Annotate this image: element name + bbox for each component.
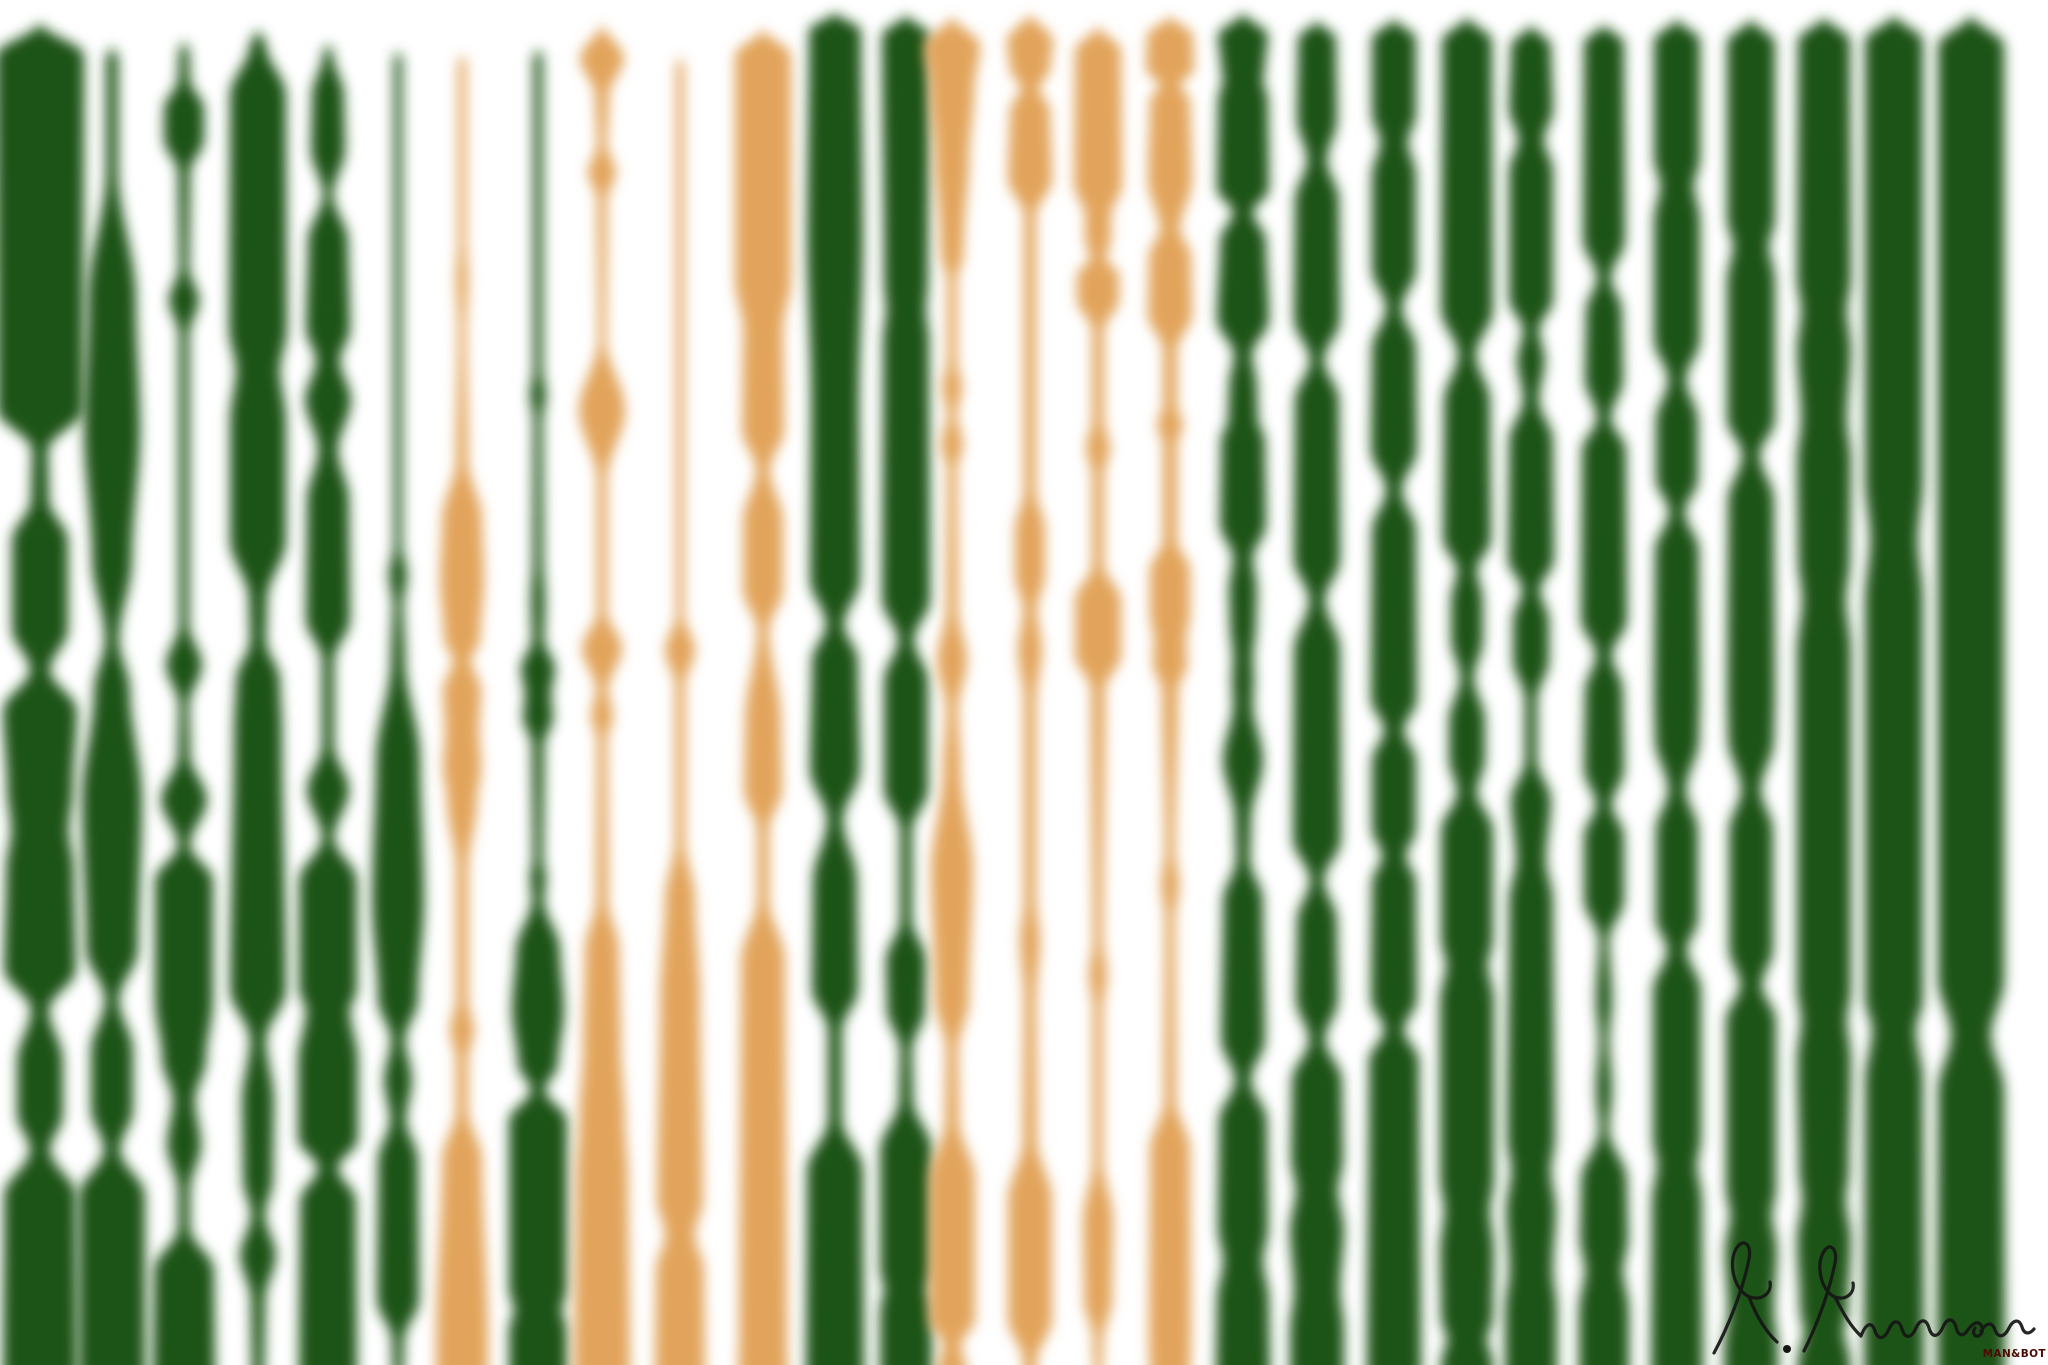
bead-strand-green [509,48,567,1365]
bead-strand-green [0,22,84,1365]
bead-strand-green [1579,24,1629,1365]
bead-strand-orange [1146,15,1194,1365]
artist-signature [1712,1241,2036,1355]
bead-strand-green [1367,18,1421,1365]
bead-strand-green [1505,24,1557,1365]
bead-strand-green [1290,20,1344,1365]
bead-strand-green [1440,16,1494,1365]
bead-strand-green [1864,14,1924,1365]
bead-strand-orange [436,54,488,1365]
bead-strand-green [880,14,932,1365]
bead-strand-orange [574,22,630,1365]
bead-strand-orange [1007,12,1053,1365]
bead-strand-green [1797,16,1851,1365]
bead-strand-green [298,42,358,1365]
watermark-text: MAN&BOT [1983,1348,2047,1360]
bead-strand-green [806,12,864,1365]
bead-strand-orange [924,15,980,1365]
bead-strand-green [372,50,424,1365]
bead-strand-green [153,40,215,1365]
signature-dot [1783,1345,1791,1353]
bead-strand-green [79,46,145,1365]
bead-strand-green [1724,18,1778,1365]
signature-stroke [1712,1241,2036,1355]
bead-strand-orange [735,28,791,1365]
bead-strand-green [1651,18,1703,1365]
bead-strand-green [1216,12,1270,1365]
strand-group [0,12,2005,1365]
bead-strand-green [229,28,287,1365]
bead-strand-orange [1074,25,1122,1365]
bead-strand-green [1937,14,2005,1365]
bead-strand-orange [655,56,705,1365]
